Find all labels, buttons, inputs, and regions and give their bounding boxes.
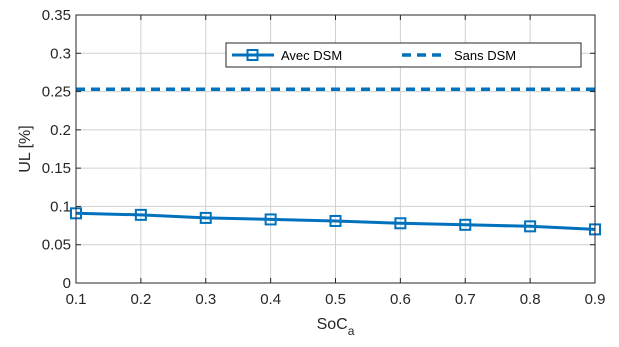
- series-0-point: [524, 220, 537, 233]
- x-tick-label: 0.5: [325, 291, 346, 308]
- y-axis-label: UL [%]: [17, 125, 34, 172]
- x-tick-label: 0.7: [455, 291, 476, 308]
- series-0-point: [199, 211, 212, 224]
- x-axis-label: SoCa: [317, 316, 355, 338]
- x-tick-label: 0.2: [130, 291, 151, 308]
- x-tick-label: 0.9: [585, 291, 606, 308]
- x-tick-label: 0.8: [520, 291, 541, 308]
- legend-marker-avec-dsm: [246, 49, 259, 61]
- legend: Avec DSM Sans DSM: [225, 42, 582, 68]
- series-line-0: [75, 211, 596, 231]
- series-0-point: [459, 218, 472, 231]
- y-tick-label: 0.25: [42, 84, 71, 101]
- y-tick-label: 0.35: [42, 7, 71, 24]
- y-tick-label: 0.3: [50, 45, 71, 62]
- y-tick-label: 0: [63, 275, 71, 292]
- x-tick-label: 0.1: [66, 291, 87, 308]
- y-tick-label: 0.2: [50, 122, 71, 139]
- legend-label-sans-dsm: Sans DSM: [454, 48, 516, 63]
- tick-labels: 0.1 0.2 0.3 0.4 0.5 0.6 0.7 0.8 0.9 0 0.05 0.1 0.15 0…: [42, 7, 606, 308]
- x-tick-label: 0.4: [260, 291, 281, 308]
- y-tick-label: 0.1: [50, 198, 71, 215]
- x-axis-label-subscript: a: [348, 324, 355, 338]
- x-tick-label: 0.3: [195, 291, 216, 308]
- ticks: [75, 14, 596, 284]
- y-tick-label: 0.05: [42, 237, 71, 254]
- series-0-point: [394, 217, 407, 230]
- legend-label-avec-dsm: Avec DSM: [281, 48, 342, 63]
- x-tick-label: 0.6: [390, 291, 411, 308]
- series-0-point: [134, 208, 147, 221]
- y-tick-label: 0.15: [42, 160, 71, 177]
- series-0-point: [264, 213, 277, 226]
- series-0-point: [329, 214, 342, 227]
